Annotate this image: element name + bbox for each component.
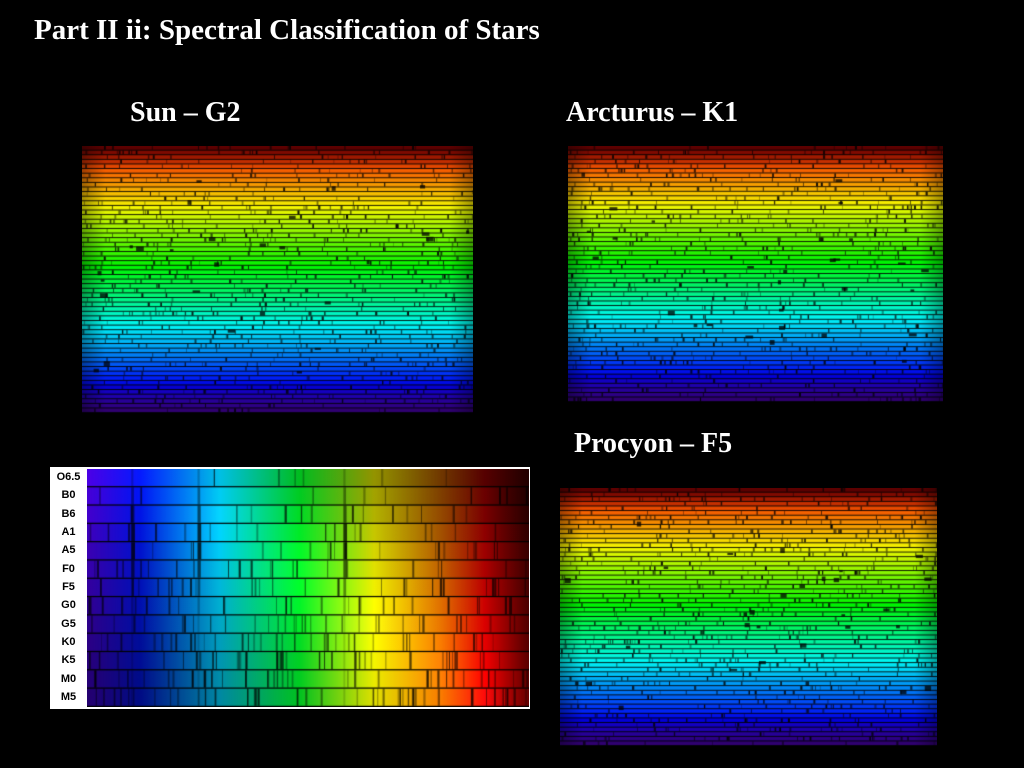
- arcturus-spectrum-image: [568, 146, 943, 402]
- spectral-class-label: A5: [61, 544, 76, 557]
- spectral-class-label: F5: [62, 581, 75, 593]
- spectral-class-label: F0: [62, 562, 75, 575]
- arcturus-caption: Arcturus – K1: [566, 97, 739, 128]
- spectral-class-label: K5: [61, 654, 76, 667]
- sun-spectrum-image: [82, 146, 473, 413]
- spectral-class-label: M0: [60, 672, 77, 685]
- spectral-sequence-panel: O6.5 B0 B6 A1 A5 F0 F5 G0 G5 K0 K5 M0 M5: [50, 467, 530, 709]
- spectral-class-labels: O6.5 B0 B6 A1 A5 F0 F5 G0 G5 K0 K5 M0 M5: [50, 467, 87, 709]
- spectral-class-label: O6.5: [56, 471, 81, 484]
- spectral-class-label: B0: [61, 489, 76, 502]
- spectral-class-label: K0: [61, 635, 76, 648]
- slide-title: Part II ii: Spectral Classification of S…: [34, 14, 540, 46]
- spectral-class-label: M5: [60, 690, 77, 703]
- spectral-class-label: G0: [61, 599, 76, 612]
- spectral-sequence-strips: [87, 469, 529, 707]
- procyon-spectrum-image: [560, 488, 937, 746]
- spectral-class-label: B6: [61, 507, 76, 520]
- spectral-class-label: G5: [61, 617, 76, 630]
- sun-caption: Sun – G2: [130, 97, 241, 128]
- spectral-class-label: A1: [61, 526, 76, 539]
- procyon-caption: Procyon – F5: [574, 428, 733, 459]
